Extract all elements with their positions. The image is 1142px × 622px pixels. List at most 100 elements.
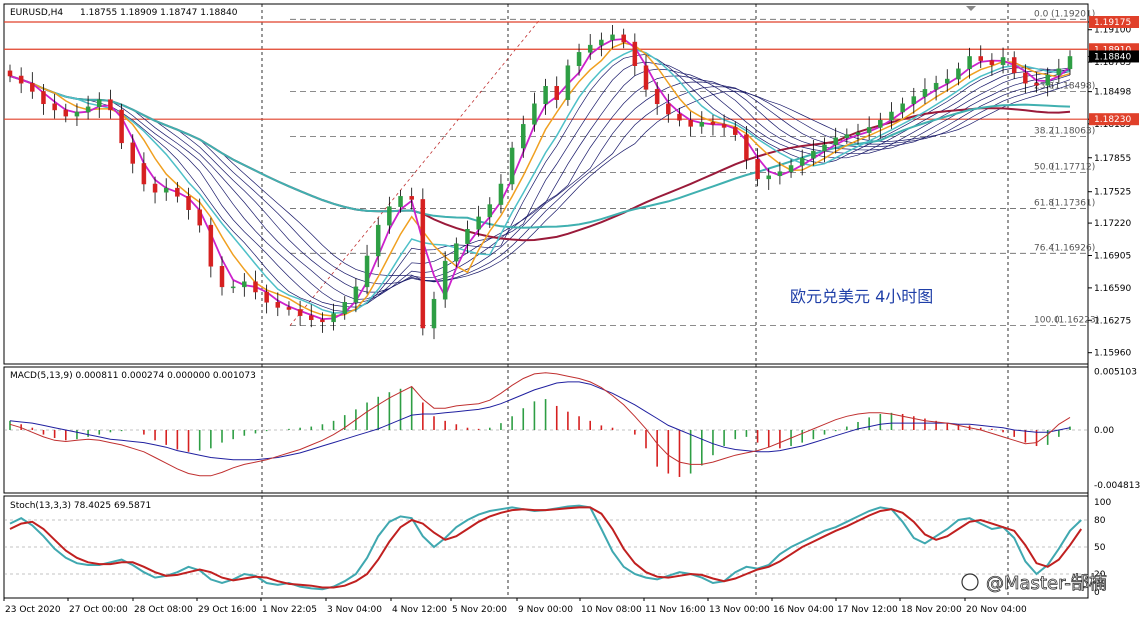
candle-body xyxy=(398,196,403,207)
candle-body xyxy=(565,65,571,100)
candle-body xyxy=(175,187,180,197)
candle-body xyxy=(30,82,35,92)
macd-tick-label: -0.004813 xyxy=(1094,481,1140,491)
candle-body xyxy=(1034,82,1039,86)
time-axis-label: 1 Nov 22:05 xyxy=(262,605,317,615)
fibonacci-price: (1.17712) xyxy=(1051,162,1095,172)
stoch-tick-label: 50 xyxy=(1094,543,1106,553)
candle-body xyxy=(230,286,236,289)
time-axis-label: 13 Nov 00:00 xyxy=(709,605,770,615)
candle-body xyxy=(688,119,693,127)
candle-body xyxy=(130,142,135,164)
price-label-box xyxy=(1089,16,1139,28)
macd-tick-label: 0.005103 xyxy=(1094,368,1137,378)
candle-body xyxy=(353,286,359,303)
time-axis-label: 29 Oct 16:00 xyxy=(198,605,257,615)
candle-body xyxy=(1000,57,1006,65)
macd-tick-label: 0.00 xyxy=(1094,426,1114,436)
fibonacci-label: 38.2 xyxy=(1034,126,1054,136)
candle-body xyxy=(654,89,660,105)
price-label: 1.18840 xyxy=(1094,52,1131,62)
price-label-box xyxy=(1089,113,1139,126)
ma-ribbon-line xyxy=(9,54,1071,312)
candle-body xyxy=(978,56,983,61)
fibonacci-label: 23.6 xyxy=(1034,82,1054,92)
price-tick-label: 1.19100 xyxy=(1094,26,1131,36)
candle-body xyxy=(799,158,805,166)
candle-body xyxy=(74,111,80,117)
candle-body xyxy=(476,216,481,230)
candle-body xyxy=(242,281,247,288)
stoch-main-line xyxy=(9,504,1082,591)
candle-body xyxy=(967,56,972,70)
macd-title: MACD(5,13,9) 0.000811 0.000274 0.000000 … xyxy=(10,371,256,381)
candle-body xyxy=(186,196,191,210)
fibonacci-price: (1.16223) xyxy=(1055,316,1099,326)
candle-body xyxy=(141,163,147,185)
stoch-title: Stoch(13,3,3) 78.4025 69.5871 xyxy=(10,501,151,511)
candle-body xyxy=(409,196,414,200)
price-tick-label: 1.17855 xyxy=(1094,154,1131,164)
ma-fast-line xyxy=(9,38,1071,321)
stoch-tick-label: 0 xyxy=(1094,588,1100,598)
price-label: 1.19175 xyxy=(1094,18,1131,28)
candle-body xyxy=(41,91,46,105)
watermark-logo xyxy=(961,573,979,591)
candle-body xyxy=(320,319,325,323)
candle-body xyxy=(442,260,448,300)
candle-body xyxy=(833,137,838,146)
candle-body xyxy=(52,103,57,111)
price-tick-label: 1.15960 xyxy=(1094,349,1131,359)
candle-body xyxy=(465,229,470,244)
candle-body xyxy=(264,291,269,303)
time-axis-label: 18 Nov 20:00 xyxy=(901,605,962,615)
price-tick-label: 1.18785 xyxy=(1094,58,1131,68)
price-tick-label: 1.18498 xyxy=(1094,88,1131,98)
candle-body xyxy=(63,109,69,117)
candle-body xyxy=(85,106,91,113)
time-axis-label: 17 Nov 12:00 xyxy=(837,605,898,615)
candle-body xyxy=(253,281,258,293)
time-axis-label: 3 Nov 04:00 xyxy=(327,605,382,615)
candle-body xyxy=(733,127,738,135)
candle-body xyxy=(97,99,102,108)
candle-body xyxy=(163,187,169,193)
long-ma-line-2 xyxy=(9,75,1071,229)
stoch-tick-label: 100 xyxy=(1094,498,1111,508)
watermark-text: @Master-郜楠 xyxy=(986,573,1107,594)
fibonacci-label: 76.4 xyxy=(1034,243,1054,253)
candle-body xyxy=(989,60,995,65)
candle-body xyxy=(554,86,559,100)
candle-body xyxy=(866,127,872,133)
ma-ribbon-line xyxy=(9,61,1071,308)
candle-body xyxy=(1045,74,1050,86)
price-tick-label: 1.17220 xyxy=(1094,219,1131,229)
price-label: 1.18910 xyxy=(1094,45,1131,55)
price-tick-label: 1.16275 xyxy=(1094,316,1131,326)
candle-body xyxy=(911,96,917,105)
candle-body xyxy=(956,68,961,80)
candle-body xyxy=(1023,72,1028,84)
candle-body xyxy=(878,119,883,128)
fibonacci-price: (1.17361) xyxy=(1051,199,1095,209)
fibonacci-price: (1.18063) xyxy=(1051,126,1095,136)
candle-body xyxy=(933,82,939,90)
candle-body xyxy=(587,44,593,53)
symbol-label: EURUSD,H4 xyxy=(10,8,63,18)
candle-body xyxy=(610,34,615,41)
candle-body xyxy=(454,243,459,262)
candle-body xyxy=(922,89,928,97)
time-axis-label: 5 Nov 20:00 xyxy=(452,605,507,615)
ma-ribbon-line xyxy=(9,74,1071,293)
candle-body xyxy=(219,266,225,288)
time-axis-label: 16 Nov 04:00 xyxy=(773,605,834,615)
time-axis-label: 23 Oct 2020 xyxy=(5,605,61,615)
time-axis-label: 4 Nov 12:00 xyxy=(392,605,447,615)
candle-body xyxy=(766,175,771,180)
candle-body xyxy=(387,206,392,226)
candle-body xyxy=(197,209,202,226)
candle-body xyxy=(576,52,582,66)
price-label: 1.18230 xyxy=(1094,115,1131,125)
